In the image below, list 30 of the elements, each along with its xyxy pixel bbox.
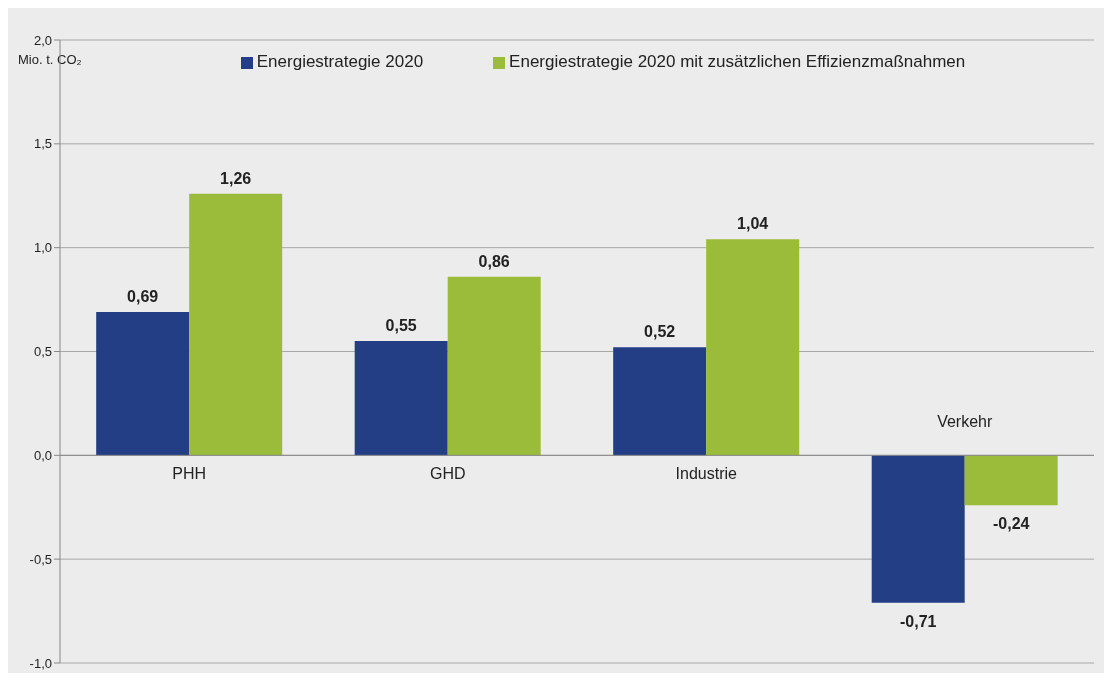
y-tick-label: 0,5 <box>33 344 52 360</box>
y-tick-label: 1,0 <box>33 240 52 256</box>
y-tick-label: 0,0 <box>33 447 52 463</box>
bar <box>354 341 448 456</box>
bar <box>189 193 283 456</box>
data-label: 0,86 <box>478 252 510 270</box>
y-tick-label: -1,0 <box>29 655 52 671</box>
legend-label: Energiestrategie 2020 mit zusätzlichen Effizienzmaßnahmen <box>509 52 966 71</box>
data-label: -0,71 <box>899 612 937 630</box>
bar <box>706 239 800 456</box>
bar <box>613 347 707 456</box>
data-label: 0,52 <box>644 323 676 341</box>
y-tick-label: 1,5 <box>33 136 52 152</box>
x-tick-label: Verkehr <box>937 412 993 430</box>
x-tick-label: GHD <box>429 464 466 482</box>
data-label: -0,24 <box>992 515 1030 533</box>
data-label: 0,69 <box>127 288 159 306</box>
x-tick-label: PHH <box>172 464 207 482</box>
y-axis-title: Mio. t. CO₂ <box>18 52 82 67</box>
data-label: 1,26 <box>220 169 252 187</box>
data-label: 0,55 <box>385 317 417 335</box>
bar <box>447 276 541 456</box>
data-label: 1,04 <box>737 215 769 233</box>
bar <box>964 455 1058 506</box>
bar <box>96 312 190 456</box>
y-tick-label: 2,0 <box>33 32 52 48</box>
x-tick-label: Industrie <box>675 464 738 482</box>
bar <box>871 455 965 603</box>
y-tick-label: -0,5 <box>29 551 52 567</box>
legend-label: Energiestrategie 2020 <box>256 52 424 71</box>
